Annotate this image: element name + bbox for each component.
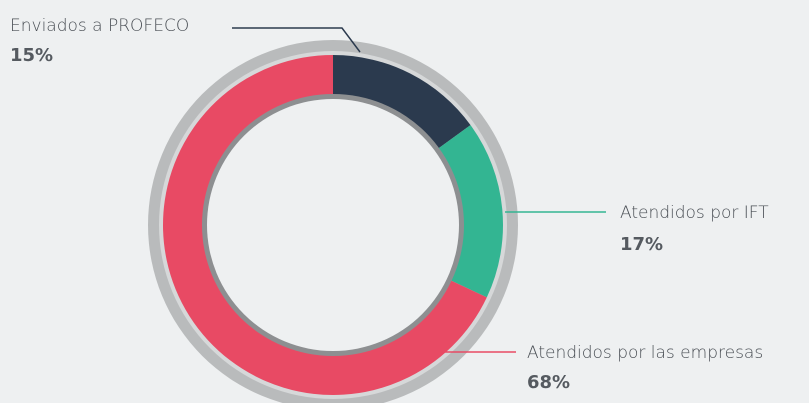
slices (162, 55, 504, 395)
slice-value-label: 15% (10, 45, 53, 66)
slice (333, 55, 471, 150)
leader-line (232, 27, 361, 53)
slice-label: Atendidos por IFT (620, 203, 769, 223)
slice-label: Atendidos por las empresas (527, 343, 763, 363)
slice-value-label: 68% (527, 372, 570, 393)
slice (436, 125, 504, 298)
slice-label: Enviados a PROFECO (10, 16, 189, 36)
inner-disk (207, 99, 459, 351)
slice-value-label: 17% (620, 234, 663, 255)
